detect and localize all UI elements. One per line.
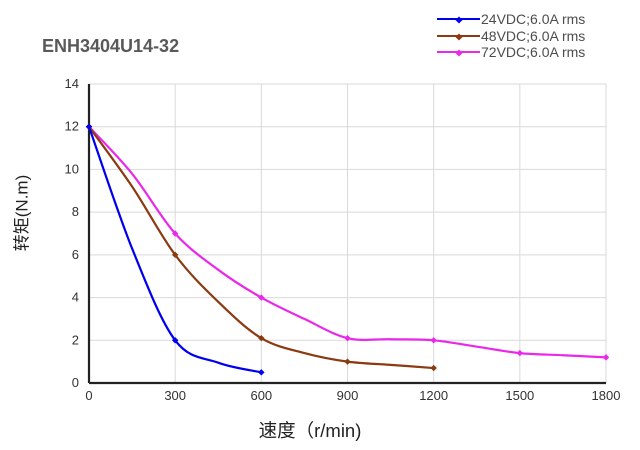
svg-text:0: 0	[85, 388, 92, 403]
svg-text:300: 300	[164, 388, 186, 403]
svg-text:2: 2	[72, 332, 79, 347]
svg-text:8: 8	[72, 204, 79, 219]
svg-text:14: 14	[65, 76, 79, 91]
svg-text:0: 0	[72, 375, 79, 390]
svg-text:1500: 1500	[505, 388, 534, 403]
svg-text:600: 600	[250, 388, 272, 403]
svg-text:4: 4	[72, 290, 79, 305]
svg-text:1200: 1200	[419, 388, 448, 403]
svg-text:12: 12	[65, 119, 79, 134]
svg-text:10: 10	[65, 161, 79, 176]
svg-text:900: 900	[337, 388, 359, 403]
svg-text:6: 6	[72, 247, 79, 262]
svg-text:1800: 1800	[592, 388, 621, 403]
